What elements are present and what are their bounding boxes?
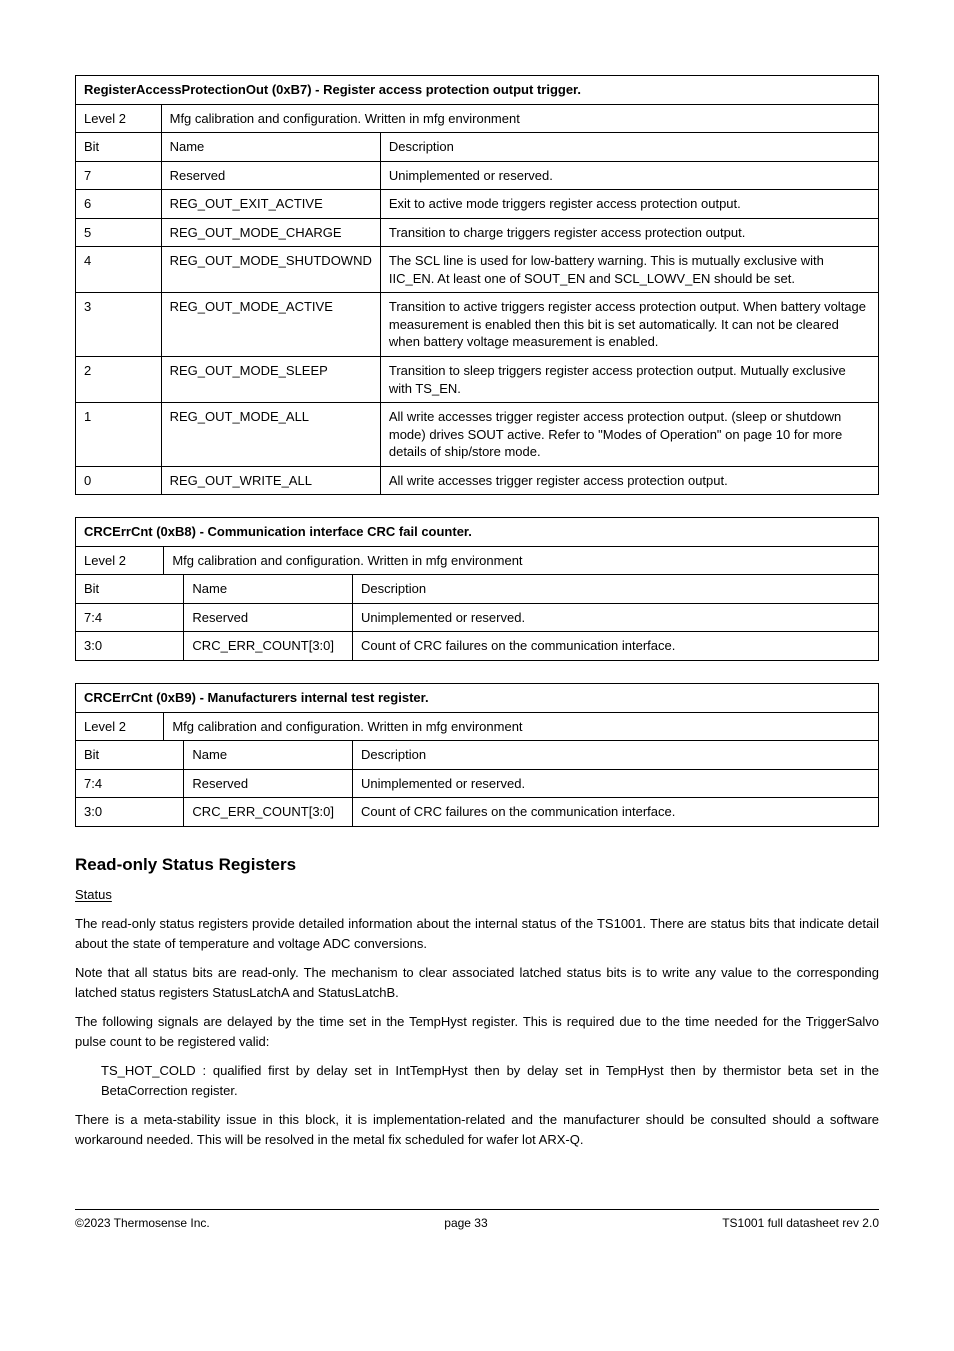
level-desc: Mfg calibration and configuration. Writt… <box>161 104 878 133</box>
cell-bit: 7:4 <box>76 603 184 632</box>
table-header-row: Bit Name Description <box>76 575 879 604</box>
body-paragraph: The read-only status registers provide d… <box>75 914 879 953</box>
cell-name: REG_OUT_MODE_SHUTDOWND <box>161 247 380 293</box>
cell-bit: 3:0 <box>76 798 184 827</box>
table-level-row: Level 2 Mfg calibration and configuratio… <box>76 712 879 741</box>
cell-bit: 0 <box>76 466 162 495</box>
cell-name: Reserved <box>161 161 380 190</box>
col-header-desc: Description <box>353 575 879 604</box>
table-row: 6 REG_OUT_EXIT_ACTIVE Exit to active mod… <box>76 190 879 219</box>
col-header-name: Name <box>184 575 353 604</box>
table-row: 1 REG_OUT_MODE_ALL All write accesses tr… <box>76 403 879 467</box>
level-desc: Mfg calibration and configuration. Writt… <box>164 712 879 741</box>
table-row: 4 REG_OUT_MODE_SHUTDOWND The SCL line is… <box>76 247 879 293</box>
table-row: 0 REG_OUT_WRITE_ALL All write accesses t… <box>76 466 879 495</box>
table-row: 7:4 Reserved Unimplemented or reserved. <box>76 603 879 632</box>
table-row: 3:0 CRC_ERR_COUNT[3:0] Count of CRC fail… <box>76 632 879 661</box>
cell-desc: Unimplemented or reserved. <box>353 769 879 798</box>
cell-bit: 4 <box>76 247 162 293</box>
cell-name: REG_OUT_MODE_ALL <box>161 403 380 467</box>
footer-right: TS1001 full datasheet rev 2.0 <box>722 1216 879 1230</box>
cell-desc: Exit to active mode triggers register ac… <box>380 190 878 219</box>
table-level-row: Level 2 Mfg calibration and configuratio… <box>76 104 879 133</box>
col-header-name: Name <box>184 741 353 770</box>
table-row: 3:0 CRC_ERR_COUNT[3:0] Count of CRC fail… <box>76 798 879 827</box>
table-title-row: CRCErrCnt (0xB8) - Communication interfa… <box>76 518 879 547</box>
cell-desc: Transition to charge triggers register a… <box>380 218 878 247</box>
note-paragraph: There is a meta-stability issue in this … <box>75 1110 879 1149</box>
table-row: 7 Reserved Unimplemented or reserved. <box>76 161 879 190</box>
register-table-2: CRCErrCnt (0xB9) - Manufacturers interna… <box>75 683 879 827</box>
col-header-desc: Description <box>353 741 879 770</box>
cell-bit: 3:0 <box>76 632 184 661</box>
cell-name: Reserved <box>184 603 353 632</box>
cell-name: Reserved <box>184 769 353 798</box>
table-row: 5 REG_OUT_MODE_CHARGE Transition to char… <box>76 218 879 247</box>
cell-desc: All write accesses trigger register acce… <box>380 403 878 467</box>
cell-name: REG_OUT_MODE_SLEEP <box>161 357 380 403</box>
table-level-row: Level 2 Mfg calibration and configuratio… <box>76 546 879 575</box>
cell-bit: 1 <box>76 403 162 467</box>
footer-left: ©2023 Thermosense Inc. <box>75 1216 210 1230</box>
section-subheading: Status <box>75 885 879 905</box>
col-header-bit: Bit <box>76 741 184 770</box>
note-paragraph: TS_HOT_COLD : qualified first by delay s… <box>101 1061 879 1100</box>
cell-desc: Unimplemented or reserved. <box>353 603 879 632</box>
cell-desc: Count of CRC failures on the communicati… <box>353 798 879 827</box>
page-container: RegisterAccessProtectionOut (0xB7) - Reg… <box>0 0 954 1270</box>
cell-bit: 7 <box>76 161 162 190</box>
col-header-bit: Bit <box>76 575 184 604</box>
body-paragraph: Note that all status bits are read-only.… <box>75 963 879 1002</box>
cell-name: REG_OUT_MODE_CHARGE <box>161 218 380 247</box>
col-header-desc: Description <box>380 133 878 162</box>
cell-name: REG_OUT_EXIT_ACTIVE <box>161 190 380 219</box>
section-heading: Read-only Status Registers <box>75 855 879 875</box>
cell-name: REG_OUT_WRITE_ALL <box>161 466 380 495</box>
cell-bit: 6 <box>76 190 162 219</box>
table-title: CRCErrCnt (0xB9) - Manufacturers interna… <box>76 684 879 713</box>
table-title-row: RegisterAccessProtectionOut (0xB7) - Reg… <box>76 76 879 105</box>
level-value: Level 2 <box>76 712 164 741</box>
table-title-row: CRCErrCnt (0xB9) - Manufacturers interna… <box>76 684 879 713</box>
col-header-bit: Bit <box>76 133 162 162</box>
cell-desc: The SCL line is used for low-battery war… <box>380 247 878 293</box>
col-header-name: Name <box>161 133 380 162</box>
register-table-0: RegisterAccessProtectionOut (0xB7) - Reg… <box>75 75 879 495</box>
footer-center: page 33 <box>444 1216 487 1230</box>
page-footer: ©2023 Thermosense Inc. page 33 TS1001 fu… <box>75 1209 879 1230</box>
table-header-row: Bit Name Description <box>76 133 879 162</box>
table-row: 7:4 Reserved Unimplemented or reserved. <box>76 769 879 798</box>
level-desc: Mfg calibration and configuration. Writt… <box>164 546 879 575</box>
table-title: CRCErrCnt (0xB8) - Communication interfa… <box>76 518 879 547</box>
cell-desc: All write accesses trigger register acce… <box>380 466 878 495</box>
cell-desc: Transition to active triggers register a… <box>380 293 878 357</box>
table-header-row: Bit Name Description <box>76 741 879 770</box>
level-value: Level 2 <box>76 104 162 133</box>
cell-name: CRC_ERR_COUNT[3:0] <box>184 632 353 661</box>
level-value: Level 2 <box>76 546 164 575</box>
cell-bit: 2 <box>76 357 162 403</box>
table-title: RegisterAccessProtectionOut (0xB7) - Reg… <box>76 76 879 105</box>
note-paragraph: The following signals are delayed by the… <box>75 1012 879 1051</box>
cell-bit: 7:4 <box>76 769 184 798</box>
table-row: 2 REG_OUT_MODE_SLEEP Transition to sleep… <box>76 357 879 403</box>
cell-desc: Unimplemented or reserved. <box>380 161 878 190</box>
register-table-1: CRCErrCnt (0xB8) - Communication interfa… <box>75 517 879 661</box>
cell-desc: Count of CRC failures on the communicati… <box>353 632 879 661</box>
cell-bit: 3 <box>76 293 162 357</box>
cell-name: REG_OUT_MODE_ACTIVE <box>161 293 380 357</box>
note-block: The following signals are delayed by the… <box>75 1012 879 1149</box>
cell-name: CRC_ERR_COUNT[3:0] <box>184 798 353 827</box>
cell-desc: Transition to sleep triggers register ac… <box>380 357 878 403</box>
cell-bit: 5 <box>76 218 162 247</box>
table-row: 3 REG_OUT_MODE_ACTIVE Transition to acti… <box>76 293 879 357</box>
